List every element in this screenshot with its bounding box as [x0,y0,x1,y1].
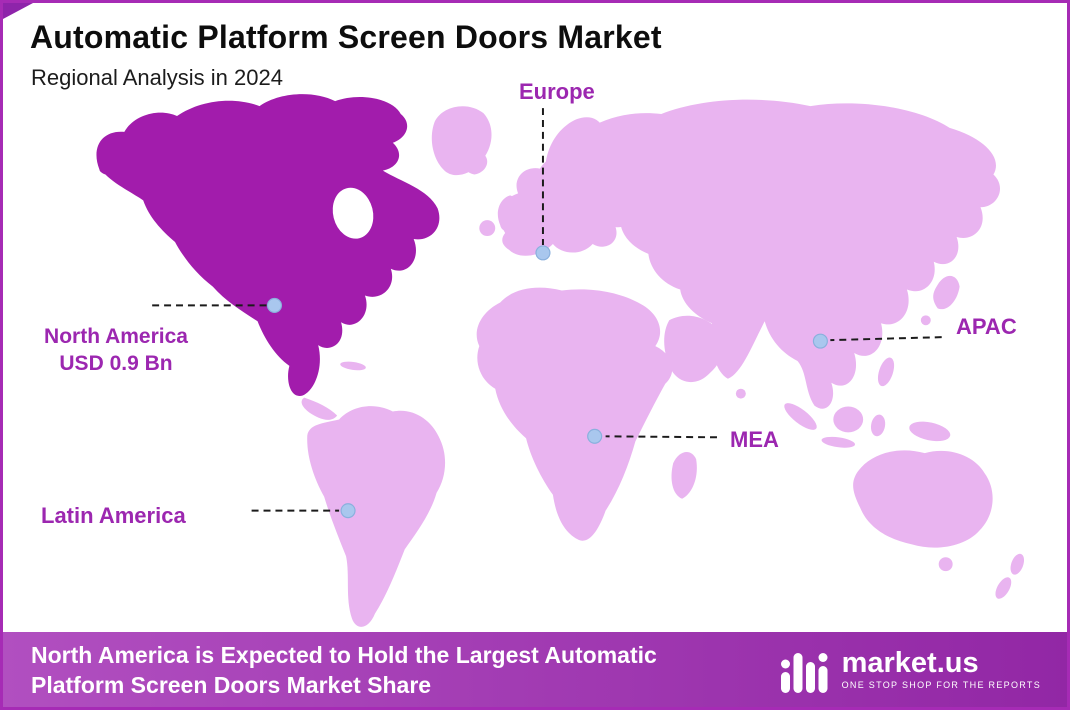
brand-text: market.us ONE STOP SHOP FOR THE REPORTS [841,647,1041,691]
footer-banner: North America is Expected to Hold the La… [3,632,1067,707]
mea-dot [587,428,603,444]
japan-islands [933,275,960,310]
region-label-europe: Europe [519,79,595,104]
marketus-logo-icon [780,652,828,693]
footer-caption-line2: Platform Screen Doors Market Share [31,671,432,698]
borneo-island [833,406,864,433]
corner-ribbon-decoration [3,3,33,19]
sumatra-island [784,403,817,430]
europe-dot [535,245,551,261]
apac-connector-line [830,336,942,342]
brand-name: market.us [841,647,979,679]
southeast-asia-islands [784,357,951,448]
central-america-landmass [301,397,338,420]
page-subtitle: Regional Analysis in 2024 [31,65,283,90]
hudson-bay-notch [332,187,374,239]
new-zealand-north-island [1010,553,1025,575]
region-label-latin-america: Latin America [41,503,186,528]
north-america-dot [266,297,283,313]
region-dots [266,245,828,519]
sulawesi-island [870,414,886,437]
apac-dot [812,333,828,349]
region-label-mea: MEA [730,427,779,452]
australia-landmass [853,450,993,548]
connector-lines [152,108,942,512]
new-zealand-south-island [995,577,1012,599]
region-label-north-america: North America USD 0.9 Bn [16,323,216,377]
region-label-north-america-name: North America [44,325,188,348]
uk-island [497,195,520,231]
asia-landmass [561,99,1001,409]
iceland-island [464,153,488,175]
footer-caption-line1: North America is Expected to Hold the La… [31,641,657,668]
continents-light [301,99,1025,627]
mea-connector-line [605,435,717,439]
region-label-apac: APAC [956,314,1017,339]
sri-lanka-island [735,388,746,399]
brand-block: market.us ONE STOP SHOP FOR THE REPORTS [780,645,1041,695]
world-map [96,94,1025,627]
footer-caption: North America is Expected to Hold the La… [31,640,657,700]
arabia-landmass [664,315,724,383]
africa-landmass [476,287,673,541]
ireland-island [479,220,496,237]
madagascar-island [671,452,697,499]
cuba-island [340,361,366,371]
south-america-landmass [307,406,446,627]
region-value-north-america: USD 0.9 Bn [59,352,173,375]
japan-south-island [920,315,931,326]
page-title: Automatic Platform Screen Doors Market [30,19,662,55]
philippines-islands [877,357,895,387]
java-island [821,436,856,448]
tasmania-island [938,557,953,572]
north-america-landmass-highlighted [96,94,440,396]
new-guinea-island [909,421,951,442]
latin-america-dot [340,503,356,519]
brand-tagline: ONE STOP SHOP FOR THE REPORTS [841,680,1041,690]
